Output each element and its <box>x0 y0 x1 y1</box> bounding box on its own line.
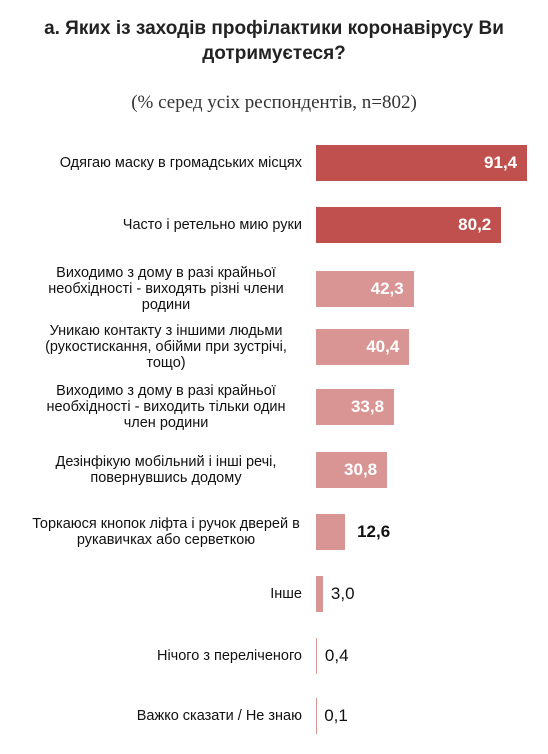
value-label: 33,8 <box>350 397 385 416</box>
value-label: 12,6 <box>357 522 391 541</box>
bar <box>316 271 414 307</box>
category-text: Виходимо з дому в разі крайньої необхідн… <box>46 383 286 431</box>
category-label: Дезінфікую мобільний і інші речі, поверн… <box>30 439 302 501</box>
value-label: 0,1 <box>324 706 348 725</box>
category-text: Важко сказати / Не знаю <box>136 708 302 724</box>
value-label: 40,4 <box>366 337 400 356</box>
value-label: 0,4 <box>324 646 349 665</box>
category-label: Часто і ретельно мию руки <box>30 194 302 256</box>
category-label: Виходимо з дому в разі крайньої необхідн… <box>30 258 302 320</box>
category-label: Нічого з переліченого <box>30 625 302 687</box>
category-text: Виходимо з дому в разі крайньої необхідн… <box>48 265 284 313</box>
bar <box>316 207 502 243</box>
bar <box>316 514 346 550</box>
category-text: Нічого з переліченого <box>156 648 302 664</box>
chart-subtitle: (% серед усіх респондентів, n=802) <box>131 92 417 113</box>
category-text: Торкаюся кнопок ліфта і ручок дверей в р… <box>32 516 300 548</box>
bar <box>316 638 317 674</box>
bar <box>316 329 410 365</box>
bar <box>316 145 528 181</box>
category-label: Інше <box>30 563 302 625</box>
category-text: Дезінфікую мобільний і інші речі, поверн… <box>55 454 277 486</box>
category-label: Важко сказати / Не знаю <box>30 685 302 747</box>
category-label: Уникаю контакту з іншими людьми (рукости… <box>30 316 302 378</box>
bar <box>316 576 323 612</box>
value-label: 3,0 <box>330 584 355 603</box>
bar <box>316 389 395 425</box>
bar <box>316 452 388 488</box>
value-label: 42,3 <box>370 279 404 298</box>
value-label: 91,4 <box>484 153 518 172</box>
category-text: Інше <box>270 586 302 602</box>
category-label: Торкаюся кнопок ліфта і ручок дверей в р… <box>30 501 302 563</box>
category-text: Часто і ретельно мию руки <box>122 217 302 233</box>
category-label: Виходимо з дому в разі крайньої необхідн… <box>30 376 302 438</box>
category-label: Одягаю маску в громадських місцях <box>30 132 302 194</box>
category-text: Одягаю маску в громадських місцях <box>59 155 302 171</box>
chart-title: а. Яких із заходів профілактики коронаві… <box>44 18 504 64</box>
category-text: Уникаю контакту з іншими людьми (рукости… <box>45 323 287 371</box>
value-label: 80,2 <box>458 215 492 234</box>
value-label: 30,8 <box>344 460 378 479</box>
